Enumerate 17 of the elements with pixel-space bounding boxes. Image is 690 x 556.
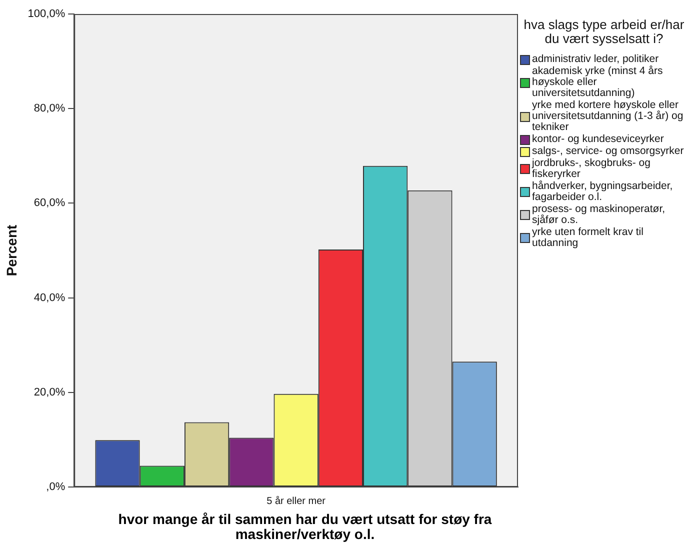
- y-tick-label: 80,0%: [34, 102, 66, 115]
- y-tick-label: ,0%: [46, 481, 66, 494]
- legend-label: håndverker, bygningsarbeider, fagarbeider o.l.: [532, 180, 674, 203]
- y-tick-label: 40,0%: [34, 292, 66, 304]
- y-tick-label: 20,0%: [34, 386, 66, 398]
- legend-label: kontor- og kundeseviceyrker: [532, 133, 664, 145]
- x-axis-title: hvor mange år til sammen har du vært utsatt for støy fra maskiner/verktøy o.l.: [117, 511, 493, 542]
- y-tick-label: 100,0%: [28, 8, 66, 20]
- legend-title: hva slags type arbeid er/har du vært sysselsatt i?: [522, 17, 686, 46]
- legend-label: salgs-, service- og omsorgsyrker: [532, 145, 684, 157]
- x-tick-label: 5 år eller mer: [266, 494, 326, 507]
- y-axis-title: Percent: [3, 224, 20, 276]
- legend-label: administrativ leder, politiker: [532, 53, 659, 65]
- y-tick-label: 60,0%: [34, 197, 66, 210]
- legend-label: prosess- og maskinoperatør, sjåfør o.s.: [532, 203, 666, 226]
- legend-label: akademisk yrke (minst 4 års høyskole eller universitetsutdanning): [532, 65, 664, 99]
- legend-label: yrke uten formelt krav til utdanning: [532, 226, 644, 249]
